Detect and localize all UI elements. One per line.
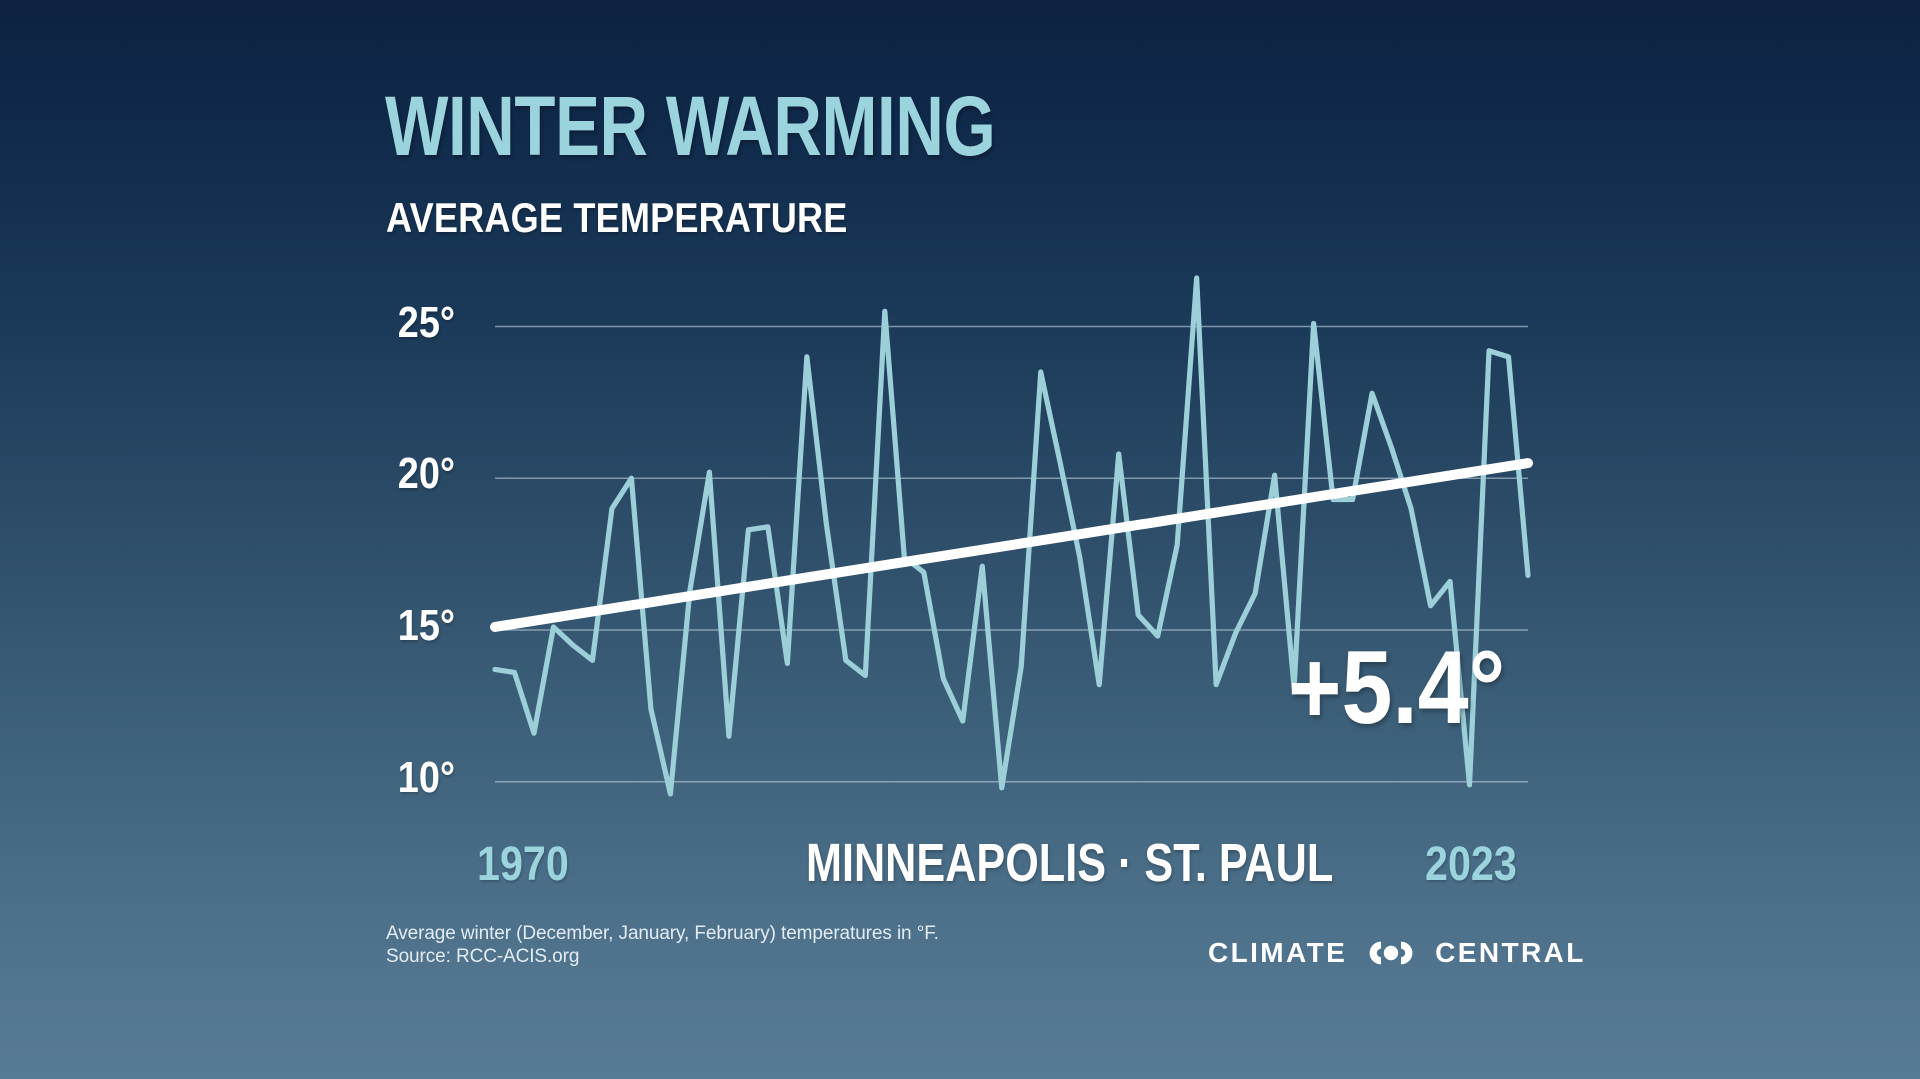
- y-axis-tick-10: 10°: [397, 752, 455, 802]
- y-axis-tick-20: 20°: [397, 449, 455, 499]
- x-axis-end-year: 2023: [1425, 838, 1517, 891]
- page-subtitle: AVERAGE TEMPERATURE: [386, 194, 848, 241]
- temperature-change-badge: +5.4°: [1288, 630, 1506, 746]
- temperature-series-line: [492, 275, 1531, 797]
- logo-word-central: CENTRAL: [1435, 937, 1586, 968]
- interlocking-rings-icon: [1369, 941, 1413, 965]
- location-label: MINNEAPOLIS · ST. PAUL: [806, 833, 1334, 893]
- footnote-line-2: Source: RCC-ACIS.org: [386, 946, 580, 967]
- page-title: WINTER WARMING: [385, 79, 996, 173]
- footnote-line-1: Average winter (December, January, Febru…: [386, 923, 939, 944]
- y-axis-tick-15: 15°: [397, 601, 455, 650]
- x-axis-start-year: 1970: [477, 838, 569, 891]
- footnote: Average winter (December, January, Febru…: [386, 922, 939, 968]
- logo-word-climate: CLIMATE: [1208, 937, 1348, 968]
- y-axis-tick-25: 25°: [397, 297, 455, 347]
- trend-line: [490, 458, 1533, 632]
- climate-central-logo: CLIMATE CENTRAL: [1208, 938, 1586, 968]
